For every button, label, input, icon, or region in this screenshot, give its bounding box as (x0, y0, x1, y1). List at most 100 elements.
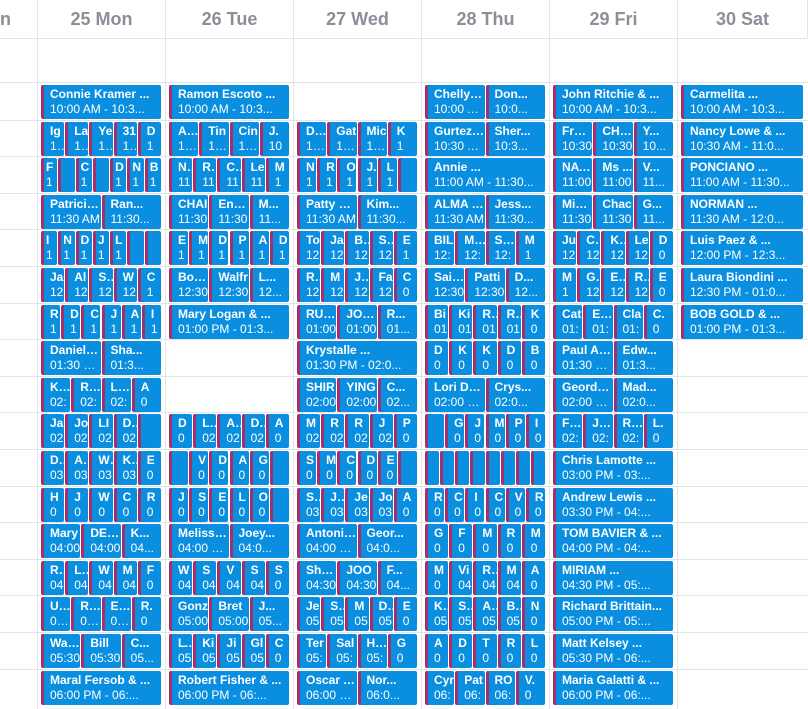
calendar-event[interactable]: K... 04... (121, 524, 161, 558)
calendar-event[interactable]: R 02 (345, 414, 369, 448)
calendar-event[interactable]: Nor... 06:0... (357, 671, 417, 705)
calendar-event[interactable]: Mary 04:00 (41, 524, 81, 558)
calendar-event[interactable]: Hug05: (357, 634, 387, 668)
calendar-event[interactable]: J... 05... (249, 597, 289, 631)
calendar-event[interactable]: Ja 12 (321, 231, 345, 265)
calendar-event[interactable]: ALMA BA...11:30 AM (425, 195, 485, 229)
calendar-event[interactable]: An02 (217, 414, 241, 448)
calendar-event[interactable]: Le 11 (241, 158, 265, 192)
calendar-event[interactable]: Lo 02 (193, 414, 217, 448)
calendar-event[interactable]: C. 0 (643, 305, 673, 339)
calendar-event[interactable]: Richard Brittain... 05:00 PM - 05:... (553, 597, 673, 631)
calendar-event[interactable]: Chris Lamotte ... 03:00 PM - 03:... (553, 451, 673, 485)
calendar-event[interactable] (169, 451, 189, 485)
calendar-event[interactable]: Chelly Z...10:00 AM (425, 85, 485, 119)
calendar-event[interactable]: Maral Fersob & ... 06:00 PM - 06:... (41, 671, 161, 705)
calendar-event[interactable]: M 12 (321, 268, 345, 302)
calendar-event[interactable]: No11 (169, 158, 193, 192)
calendar-event[interactable]: Walte 05:30 (41, 634, 81, 668)
calendar-event[interactable]: DENN04:00 (81, 524, 121, 558)
calendar-event[interactable] (485, 451, 500, 485)
calendar-event[interactable]: Jess... 11:30... (485, 195, 545, 229)
calendar-event[interactable]: Bonn 12:30 (169, 268, 209, 302)
calendar-event[interactable]: Gonz 05:00 (169, 597, 209, 631)
calendar-event[interactable]: Crys... 02:0... (485, 378, 545, 412)
calendar-event[interactable]: Michi 11:30 (553, 195, 593, 229)
calendar-event[interactable]: Sh 05 (449, 597, 473, 631)
calendar-event[interactable]: EUF01: (583, 305, 613, 339)
calendar-event[interactable]: Y... 10... (633, 122, 673, 156)
calendar-event[interactable]: Carmelita ... 10:00 AM - 10:3... (681, 85, 803, 119)
calendar-event[interactable]: Ro04 (473, 561, 497, 595)
calendar-event[interactable]: MIRIAM ... 04:30 PM - 05:... (553, 561, 673, 595)
calendar-event[interactable]: ALC10:3 (169, 122, 199, 156)
calendar-event[interactable]: M 05 (345, 597, 369, 631)
calendar-event[interactable]: Rob02: (71, 378, 101, 412)
calendar-event[interactable]: Gl 05 (241, 634, 265, 668)
calendar-event[interactable]: Melissa ...04:00 PM (169, 524, 229, 558)
calendar-event[interactable]: Ca 11 (217, 158, 241, 192)
calendar-event[interactable]: Ch12 (577, 231, 601, 265)
calendar-event[interactable]: Ge12 (577, 268, 601, 302)
calendar-event[interactable]: M 04 (497, 561, 521, 595)
calendar-event[interactable]: Lu 04 (65, 561, 89, 595)
calendar-event[interactable]: C... 02... (377, 378, 417, 412)
calendar-event[interactable]: Ro04 (41, 561, 65, 595)
calendar-event[interactable]: CHAI 11:30 (169, 195, 209, 229)
calendar-event[interactable] (440, 451, 455, 485)
calendar-event[interactable]: Ter 05: (297, 634, 327, 668)
calendar-event[interactable] (425, 451, 440, 485)
calendar-event[interactable]: L. 0 (643, 414, 673, 448)
calendar-event[interactable] (127, 231, 144, 265)
calendar-event[interactable]: W 04 (89, 561, 113, 595)
calendar-event[interactable]: Laura Biondini ... 12:30 PM - 01:0... (681, 268, 803, 302)
calendar-event[interactable]: Vi 04 (449, 561, 473, 595)
day-header[interactable]: 30 Sat (678, 0, 808, 38)
calendar-event[interactable]: RO 06: (485, 671, 515, 705)
calendar-event[interactable]: Bo05 (497, 597, 521, 631)
calendar-event[interactable]: Walfr 12:30 (209, 268, 249, 302)
calendar-event[interactable]: Do03 (41, 451, 65, 485)
calendar-event[interactable]: JOO 04:30 (337, 561, 377, 595)
calendar-event[interactable]: Su 12 (369, 231, 393, 265)
calendar-event[interactable]: Robert Fisher & ... 06:00 PM - 06:... (169, 671, 289, 705)
calendar-event[interactable]: Krystalle ... 01:30 PM - 02:0... (297, 341, 417, 375)
calendar-event[interactable]: JONA...01:00 (337, 305, 377, 339)
calendar-event[interactable] (397, 451, 417, 485)
calendar-event[interactable]: BOB GOLD & ... 01:00 PM - 01:3... (681, 305, 803, 339)
